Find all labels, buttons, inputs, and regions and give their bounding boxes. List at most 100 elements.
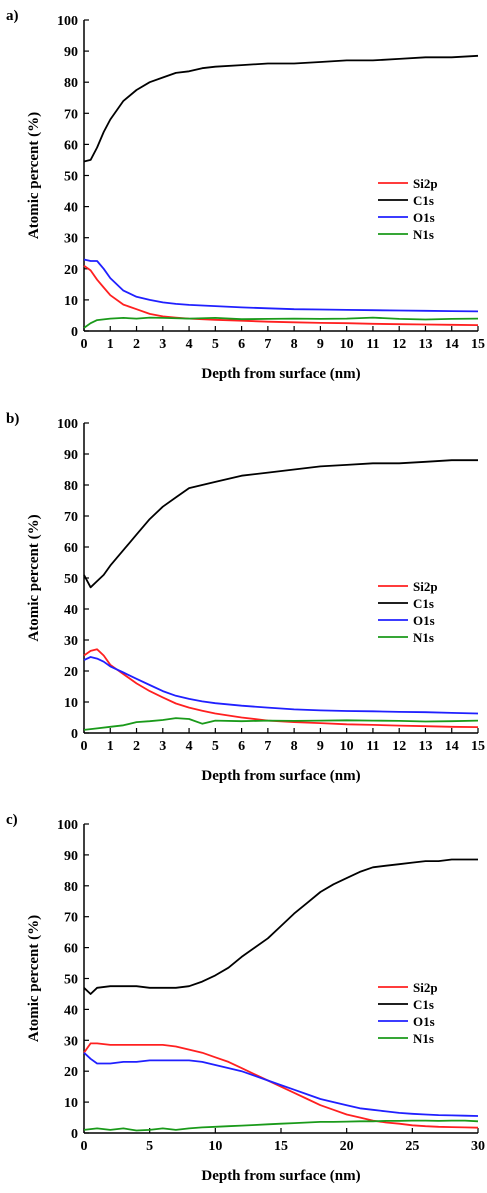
series-line-c1s (83, 459, 478, 589)
series-line-si2p (83, 264, 479, 326)
y-tick-label: 0 (71, 1127, 78, 1142)
y-tick-label: 20 (64, 263, 78, 278)
y-tick-label: 100 (57, 14, 78, 29)
series-line-o1s (83, 1052, 479, 1117)
x-tick-label: 10 (208, 1139, 222, 1154)
x-tick-label: 15 (274, 1139, 288, 1154)
legend-label-n1s: N1s (413, 227, 434, 242)
x-tick-label: 10 (340, 739, 354, 754)
y-tick-label: 60 (64, 942, 78, 957)
x-tick-label: 5 (146, 1139, 153, 1154)
x-axis-title: Depth from surface (nm) (201, 366, 360, 382)
legend-label-n1s: N1s (413, 1031, 434, 1046)
y-tick-label: 90 (64, 448, 78, 463)
y-tick-label: 70 (64, 911, 78, 926)
x-tick-label: 1 (107, 739, 114, 754)
x-tick-label: 5 (212, 337, 219, 352)
y-tick-label: 80 (64, 479, 78, 494)
series-line-c1s (83, 54, 479, 163)
legend-label-si2p: Si2p (413, 579, 438, 594)
x-tick-label: 14 (445, 337, 459, 352)
y-axis-title: Atomic percent (%) (26, 514, 42, 641)
x-tick-label: 8 (291, 739, 298, 754)
x-tick-label: 4 (186, 337, 193, 352)
legend-label-si2p: Si2p (413, 980, 438, 995)
y-tick-label: 30 (64, 634, 78, 649)
y-tick-label: 40 (64, 603, 78, 618)
x-tick-label: 0 (81, 1139, 88, 1154)
x-tick-label: 15 (471, 739, 485, 754)
y-tick-label: 20 (64, 665, 78, 680)
legend-label-c1s: C1s (413, 193, 434, 208)
x-tick-label: 15 (471, 337, 485, 352)
y-tick-label: 70 (64, 107, 78, 122)
y-tick-label: 80 (64, 76, 78, 91)
y-tick-label: 70 (64, 510, 78, 525)
y-tick-label: 10 (64, 1096, 78, 1111)
y-tick-label: 30 (64, 1034, 78, 1049)
x-axis-title: Depth from surface (nm) (201, 1168, 360, 1184)
x-tick-label: 13 (418, 337, 432, 352)
x-tick-label: 1 (107, 337, 114, 352)
legend: Si2p C1s O1s N1s (378, 980, 438, 1046)
legend-label-c1s: C1s (413, 997, 434, 1012)
x-tick-label: 20 (340, 1139, 354, 1154)
x-tick-label: 4 (186, 739, 193, 754)
y-tick-label: 10 (64, 696, 78, 711)
series-line-o1s (83, 258, 479, 313)
y-tick-label: 60 (64, 541, 78, 556)
panel-label: c) (6, 812, 18, 828)
x-tick-label: 5 (212, 739, 219, 754)
legend-label-c1s: C1s (413, 596, 434, 611)
x-tick-label: 11 (366, 337, 379, 352)
x-tick-label: 2 (133, 337, 140, 352)
x-tick-label: 25 (405, 1139, 419, 1154)
series-line-n1s (83, 316, 479, 329)
x-tick-label: 13 (418, 739, 432, 754)
series-line-si2p (83, 648, 479, 728)
x-axis-title: Depth from surface (nm) (201, 768, 360, 784)
y-tick-label: 100 (57, 818, 78, 833)
y-tick-label: 90 (64, 45, 78, 60)
x-tick-label: 0 (81, 337, 88, 352)
y-tick-label: 50 (64, 572, 78, 587)
x-tick-label: 7 (264, 739, 271, 754)
y-tick-label: 40 (64, 1003, 78, 1018)
y-axis-title: Atomic percent (%) (26, 112, 42, 239)
legend-label-o1s: O1s (413, 210, 435, 225)
x-tick-label: 12 (392, 739, 406, 754)
y-tick-label: 90 (64, 849, 78, 864)
panel-label: b) (6, 411, 19, 427)
y-tick-label: 60 (64, 138, 78, 153)
y-tick-label: 50 (64, 170, 78, 185)
x-tick-label: 30 (471, 1139, 485, 1154)
legend-label-si2p: Si2p (413, 176, 438, 191)
series-line-c1s (83, 858, 478, 995)
x-tick-label: 14 (445, 739, 459, 754)
series-line-n1s (83, 717, 479, 731)
x-tick-label: 0 (81, 739, 88, 754)
y-tick-label: 100 (57, 417, 78, 432)
x-tick-label: 7 (264, 337, 271, 352)
legend: Si2p C1s O1s N1s (378, 579, 438, 645)
legend: Si2p C1s O1s N1s (378, 176, 438, 242)
y-tick-label: 20 (64, 1065, 78, 1080)
y-tick-label: 0 (71, 727, 78, 742)
y-tick-label: 50 (64, 973, 78, 988)
x-tick-label: 6 (238, 337, 245, 352)
y-tick-label: 30 (64, 232, 78, 247)
legend-label-n1s: N1s (413, 630, 434, 645)
legend-label-o1s: O1s (413, 1014, 435, 1029)
x-tick-label: 2 (133, 739, 140, 754)
chart-panel-3: 0 10 20 30 40 50 60 70 80 90 100 0 5 10 15 20 25 30 Depth … (6, 812, 485, 1184)
series-line-n1s (83, 1119, 479, 1132)
x-tick-label: 10 (340, 337, 354, 352)
x-tick-label: 6 (238, 739, 245, 754)
panel-label: a) (6, 8, 19, 24)
x-tick-label: 9 (317, 739, 324, 754)
x-tick-label: 11 (366, 739, 379, 754)
series-line-o1s (83, 656, 479, 715)
